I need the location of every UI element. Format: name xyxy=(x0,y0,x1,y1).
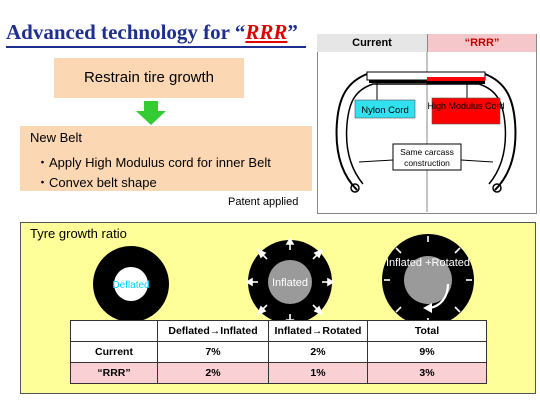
carcass-leader-right xyxy=(460,159,494,163)
table-header-cell: Inflated→Rotated xyxy=(268,320,368,342)
tire-cross-section: Nylon Cord High Modulus Cord Same carcas… xyxy=(335,52,517,212)
wheel-rotated-text: Inflated +Rotated xyxy=(386,257,470,269)
bead-right xyxy=(492,183,502,193)
table-header-cell: Total xyxy=(367,320,487,342)
table-cell: 2% xyxy=(268,341,368,363)
belt-current xyxy=(369,80,427,83)
nylon-cord-swatch xyxy=(354,99,416,119)
high-modulus-swatch xyxy=(431,97,501,125)
high-modulus-text: High Modulus Cord xyxy=(427,101,504,111)
slide-title: Advanced technology for “RRR” xyxy=(6,20,298,45)
bead-left xyxy=(350,183,360,193)
carcass-line xyxy=(345,83,507,185)
table-row: Current 7% 2% 9% xyxy=(70,341,487,363)
title-underline xyxy=(6,46,306,48)
expansion-arrows-icon xyxy=(384,236,472,324)
new-belt-title: New Belt xyxy=(30,130,83,145)
new-belt-item: ・Convex belt shape xyxy=(36,175,157,190)
high-modulus-label: High Modulus Cord xyxy=(427,101,504,111)
patent-note: Patent applied xyxy=(228,196,299,208)
title-suffix: ” xyxy=(287,20,298,44)
title-rrr: RRR xyxy=(245,20,288,44)
growth-ratio-table: Deflated→Inflated Inflated→Rotated Total… xyxy=(70,320,487,384)
nylon-cord-label: Nylon Cord xyxy=(361,105,409,116)
growth-title: Tyre growth ratio xyxy=(30,226,127,241)
carcass-label-line1: Same carcass xyxy=(400,147,454,157)
wheel-inflated: Inflated xyxy=(245,237,335,327)
belt-rrr xyxy=(427,77,485,81)
carcass-label-line2: construction xyxy=(404,158,450,168)
restrain-box xyxy=(54,58,244,98)
wheel-inflated-hub xyxy=(268,260,312,304)
header-current: Current xyxy=(317,34,428,52)
rotation-arrowhead-icon xyxy=(423,303,432,313)
table-header-row: Deflated→Inflated Inflated→Rotated Total xyxy=(70,320,487,342)
table-header-cell xyxy=(70,320,158,342)
row-label: “RRR” xyxy=(70,362,158,384)
table-cell: 1% xyxy=(268,362,368,384)
new-belt-item: ・Apply High Modulus cord for inner Belt xyxy=(36,155,271,170)
table-row: “RRR” 2% 1% 3% xyxy=(70,362,487,384)
down-arrow-icon xyxy=(136,101,166,125)
table-cell: 7% xyxy=(157,341,269,363)
wheel-deflated-hub xyxy=(114,267,148,301)
rotation-arrow-icon xyxy=(429,283,450,310)
table-cell: 9% xyxy=(367,341,487,363)
wheel-rotated-label: Inflated +Rotated xyxy=(386,257,470,269)
belt-rrr-lower xyxy=(427,81,485,84)
wheel-rotated-hub xyxy=(404,256,452,304)
carcass-leader-left xyxy=(358,159,394,163)
row-label: Current xyxy=(70,341,158,363)
table-cell: 3% xyxy=(367,362,487,384)
restrain-label: Restrain tire growth xyxy=(83,69,215,86)
header-rrr: “RRR” xyxy=(428,34,536,52)
title-prefix: Advanced technology for “ xyxy=(6,20,246,44)
wheel-inflated-label: Inflated xyxy=(272,277,308,289)
table-cell: 2% xyxy=(157,362,269,384)
wheel-rotated: Inflated +Rotated xyxy=(382,234,474,326)
wheel-diagrams: Deflated Inflated Inflated +Rotated xyxy=(93,234,474,327)
table-header-cell: Deflated→Inflated xyxy=(157,320,269,342)
wheel-deflated-label: Deflated xyxy=(112,280,149,291)
carcass-label-box xyxy=(392,143,462,171)
tire-outline xyxy=(335,73,517,191)
new-belt-box xyxy=(20,126,312,191)
